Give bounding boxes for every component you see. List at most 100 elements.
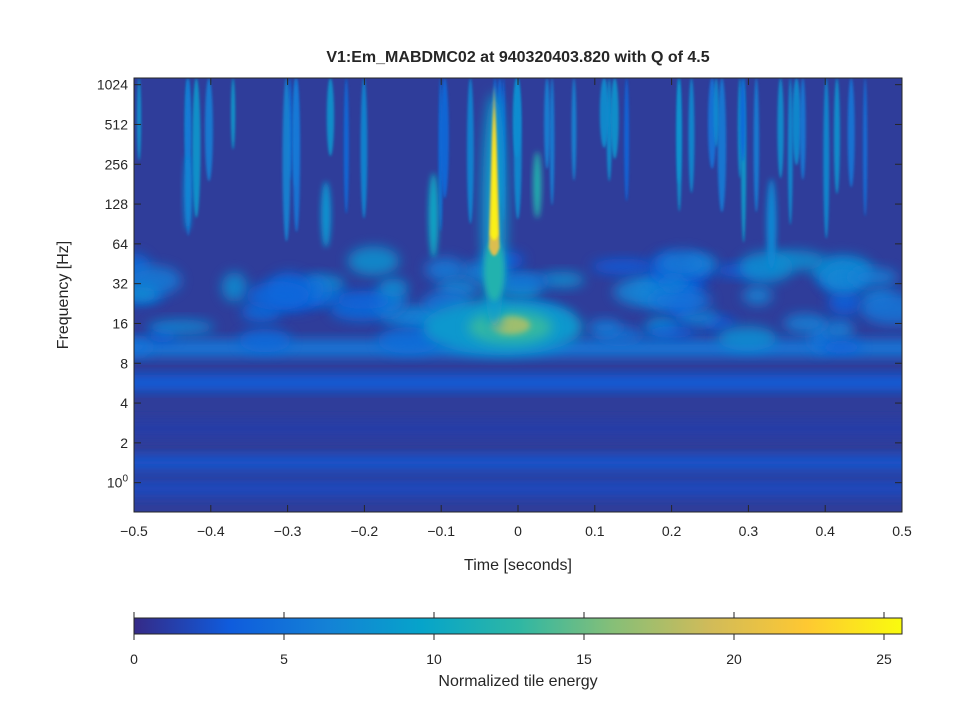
heatmap-streak <box>740 78 746 162</box>
colorbar-tick-label: 5 <box>280 651 288 667</box>
heatmap-band-1 <box>134 455 902 470</box>
heatmap-blobs <box>134 78 902 497</box>
heatmap-texture-blob <box>379 278 409 297</box>
heatmap-texture-blob <box>494 274 552 288</box>
heatmap-texture-blob <box>587 319 623 336</box>
heatmap-texture-blob <box>658 249 708 278</box>
heatmap-streak <box>192 78 201 218</box>
heatmap-streak <box>549 78 555 206</box>
heatmap-spike-peak <box>490 106 499 241</box>
heatmap-texture-blob <box>147 319 215 335</box>
colorbar-label: Normalized tile energy <box>438 673 597 690</box>
colorbar: 0 5 10 15 20 25 Normalized tile energy <box>130 612 903 690</box>
x-tick-label: −0.5 <box>120 523 148 539</box>
heatmap-streak <box>676 78 682 212</box>
heatmap-texture-blob <box>246 281 310 310</box>
heatmap-streak <box>230 78 236 150</box>
heatmap-texture-blob <box>738 251 793 283</box>
heatmap-texture-blob <box>591 258 655 275</box>
heatmap-texture-blob <box>347 246 400 276</box>
heatmap-feature-streak-3 <box>766 178 777 271</box>
heatmap-streak <box>624 78 630 202</box>
heatmap-feature-streak-0 <box>428 172 439 259</box>
heatmap-texture-blob <box>824 318 855 341</box>
y-tick-label: 4 <box>120 395 128 411</box>
colorbar-tick-label: 10 <box>426 651 442 667</box>
heatmap-streak <box>513 78 522 220</box>
heatmap-texture-blob <box>742 286 773 305</box>
colorbar-tick-label: 15 <box>576 651 592 667</box>
heatmap-texture-blob <box>425 257 465 282</box>
y-tick-label: 100 <box>107 474 129 491</box>
y-tick-label: 256 <box>105 156 129 172</box>
x-tick-label: −0.1 <box>427 523 455 539</box>
chart-title: V1:Em_MABDMC02 at 940320403.820 with Q o… <box>326 49 709 66</box>
y-tick-label: 16 <box>112 315 128 331</box>
heatmap-texture-blob <box>848 267 898 287</box>
x-tick-label: −0.2 <box>351 523 379 539</box>
heatmap-texture-blob <box>828 290 862 315</box>
colorbar-ticks: 0 5 10 15 20 25 <box>130 612 892 667</box>
heatmap-streak <box>787 78 793 225</box>
heatmap-band-2 <box>134 419 902 438</box>
heatmap-streak <box>326 78 335 157</box>
heatmap-streak <box>466 78 474 224</box>
x-tick-label: 0.5 <box>892 523 912 539</box>
heatmap-streak <box>688 78 695 194</box>
y-tick-label: 1024 <box>97 77 128 93</box>
y-tick-label: 64 <box>112 236 128 252</box>
heatmap-texture-blob <box>717 325 777 351</box>
heatmap-streak <box>610 78 619 159</box>
y-axis-label: Frequency [Hz] <box>55 241 72 349</box>
heatmap-streak <box>713 78 719 148</box>
heatmap-blob-peak <box>490 316 531 335</box>
heatmap-streak <box>360 78 368 219</box>
heatmap-texture-blob <box>134 287 158 302</box>
heatmap-texture-blob <box>134 338 152 356</box>
y-axis: 100 2 4 8 16 32 64 128 256 512 1024 <box>97 77 902 491</box>
heatmap-streak <box>204 78 213 182</box>
heatmap-streak <box>599 78 609 148</box>
heatmap-texture-blob <box>377 327 441 354</box>
y-tick-label: 2 <box>120 435 128 451</box>
heatmap-streak <box>863 78 868 217</box>
heatmap-texture-blob <box>677 310 720 326</box>
heatmap-band-3 <box>134 375 902 391</box>
heatmap-feature-streak-4 <box>183 155 192 232</box>
heatmap-texture-blob <box>659 276 688 290</box>
x-tick-label: 0.4 <box>815 523 835 539</box>
heatmap-texture-blob <box>820 341 863 354</box>
x-axis: −0.5 −0.4 −0.3 −0.2 −0.1 0 0.1 0.2 0.3 0.4 0.5 <box>120 78 912 539</box>
x-axis-label: Time [seconds] <box>464 557 572 574</box>
x-tick-label: 0 <box>514 523 522 539</box>
colorbar-gradient <box>133 617 903 635</box>
heatmap-plot-area <box>134 78 902 512</box>
colorbar-tick-label: 25 <box>876 651 892 667</box>
x-tick-label: 0.1 <box>585 523 605 539</box>
heatmap-streak <box>440 78 449 199</box>
heatmap-texture-blob <box>539 271 585 288</box>
heatmap-streak <box>833 78 840 195</box>
heatmap-streak <box>823 78 830 239</box>
colorbar-tick-label: 0 <box>130 651 138 667</box>
heatmap-streak <box>847 78 855 188</box>
colorbar-tick-label: 20 <box>726 651 742 667</box>
heatmap-texture-blob <box>783 313 827 334</box>
heatmap-streak <box>282 78 291 242</box>
y-tick-label: 8 <box>120 355 128 371</box>
heatmap-band-0 <box>134 479 902 497</box>
heatmap-streak <box>571 78 577 181</box>
heatmap-feature-streak-2 <box>321 181 331 248</box>
y-tick-label: 512 <box>105 116 129 132</box>
heatmap-texture-blob <box>238 328 292 353</box>
heatmap-texture-blob <box>859 293 902 325</box>
heatmap-streak <box>544 78 551 170</box>
y-tick-label: 128 <box>105 196 129 212</box>
heatmap-streak <box>799 78 806 180</box>
heatmap-feature-streak-1 <box>533 151 542 219</box>
x-tick-label: −0.3 <box>274 523 302 539</box>
heatmap-streak <box>717 78 727 213</box>
heatmap-streak <box>777 78 784 179</box>
